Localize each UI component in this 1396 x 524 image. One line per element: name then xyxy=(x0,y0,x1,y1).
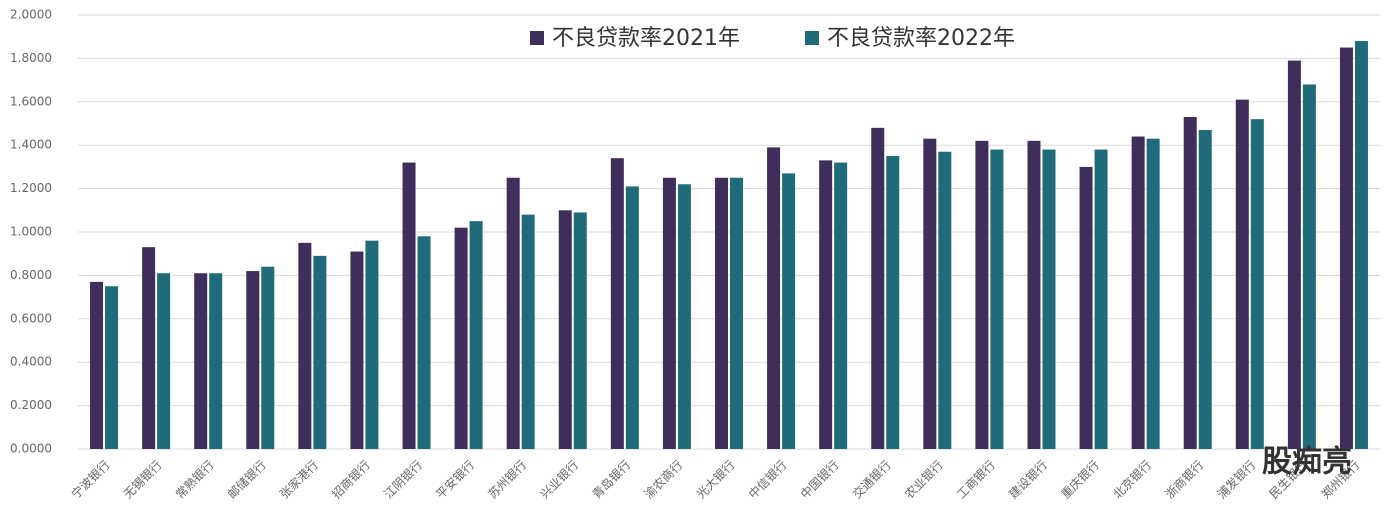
bar xyxy=(142,247,156,449)
x-tick-label: 平安银行 xyxy=(433,457,478,502)
bar xyxy=(1250,119,1264,449)
bar xyxy=(715,177,728,449)
x-tick-label: 邮储银行 xyxy=(224,457,269,502)
bar xyxy=(365,240,379,449)
bar xyxy=(261,266,275,449)
y-tick-label: 0.4000 xyxy=(10,355,52,369)
bar xyxy=(886,156,900,450)
bar xyxy=(677,184,691,449)
x-tick-label: 招商银行 xyxy=(328,457,373,502)
x-tick-label: 张家港行 xyxy=(276,457,321,502)
x-tick-label: 青岛银行 xyxy=(589,457,634,502)
bar xyxy=(975,140,989,450)
bar xyxy=(558,210,572,449)
bar xyxy=(1027,140,1041,450)
bar xyxy=(402,162,416,449)
x-tick-label: 无锡银行 xyxy=(120,457,165,502)
x-tick-label: 江阴银行 xyxy=(381,458,425,502)
bar xyxy=(246,271,260,449)
bar xyxy=(625,186,639,449)
x-tick-label: 中信银行 xyxy=(745,457,790,502)
x-tick-label: 宁波银行 xyxy=(68,457,113,502)
bar xyxy=(350,251,364,449)
y-tick-label: 0.6000 xyxy=(10,311,52,325)
bar xyxy=(871,127,885,449)
legend-label: 不良贷款率2021年 xyxy=(552,26,740,51)
bar xyxy=(105,286,119,449)
y-tick-label: 0.0000 xyxy=(10,442,52,456)
bar xyxy=(923,138,937,449)
x-tick-label: 农业银行 xyxy=(902,458,946,502)
bar xyxy=(1146,138,1160,449)
x-tick-label: 中国银行 xyxy=(797,457,842,502)
bar xyxy=(1042,149,1056,450)
x-tick-label: 交通银行 xyxy=(849,457,894,502)
watermark: 股痴亮 xyxy=(1262,445,1352,480)
legend-swatch xyxy=(805,31,819,45)
bar xyxy=(610,158,624,449)
bar xyxy=(767,147,781,449)
bar xyxy=(1198,130,1212,449)
legend-swatch xyxy=(530,31,544,45)
bar xyxy=(1131,136,1145,449)
bar xyxy=(1183,116,1197,450)
y-tick-label: 1.4000 xyxy=(10,138,52,152)
y-tick-label: 1.8000 xyxy=(10,51,52,65)
bar xyxy=(1287,60,1301,449)
bar xyxy=(417,236,431,449)
x-tick-label: 北京银行 xyxy=(1110,458,1154,502)
bar xyxy=(782,173,796,449)
bar xyxy=(1302,84,1316,449)
x-tick-label: 工商银行 xyxy=(953,457,998,502)
x-tick-label: 渝农商行 xyxy=(641,457,686,502)
bar xyxy=(298,242,312,449)
y-tick-label: 1.6000 xyxy=(10,94,52,108)
x-tick-label: 光大银行 xyxy=(694,458,738,502)
bar xyxy=(990,149,1004,450)
bar xyxy=(938,151,952,449)
bar xyxy=(1094,149,1108,450)
bar xyxy=(573,212,587,449)
bar xyxy=(730,177,743,449)
x-tick-label: 浙商银行 xyxy=(1162,457,1207,502)
bar xyxy=(1339,47,1353,450)
plot: 0.0000 0.2000 0.4000 0.6000 0.8000 1.0000 1.20… xyxy=(10,8,1380,502)
bar xyxy=(313,255,327,449)
bar xyxy=(506,177,520,449)
x-tick-label: 常熟银行 xyxy=(172,457,217,502)
x-tick-label: 浦发银行 xyxy=(1214,457,1259,502)
y-tick-label: 2.0000 xyxy=(10,8,52,22)
y-tick-label: 1.0000 xyxy=(10,225,52,239)
x-tick-label: 兴业银行 xyxy=(538,458,582,502)
bar xyxy=(194,273,208,449)
bar xyxy=(469,221,483,449)
y-tick-label: 1.2000 xyxy=(10,181,52,195)
x-tick-label: 重庆银行 xyxy=(1058,458,1102,502)
bar xyxy=(521,214,535,449)
bar xyxy=(819,160,833,449)
bar xyxy=(1235,99,1249,449)
bar xyxy=(662,177,676,449)
bar xyxy=(209,273,223,449)
y-tick-label: 0.2000 xyxy=(10,398,52,412)
x-tick-label: 苏州银行 xyxy=(485,458,529,502)
bar xyxy=(1354,41,1368,449)
bar xyxy=(834,162,848,449)
legend-label: 不良贷款率2022年 xyxy=(827,26,1015,51)
y-tick-label: 0.8000 xyxy=(10,268,52,282)
bar xyxy=(157,273,171,449)
bar xyxy=(1079,166,1093,449)
x-tick-label: 建设银行 xyxy=(1006,458,1050,502)
bar xyxy=(90,281,104,449)
bar xyxy=(454,227,468,449)
